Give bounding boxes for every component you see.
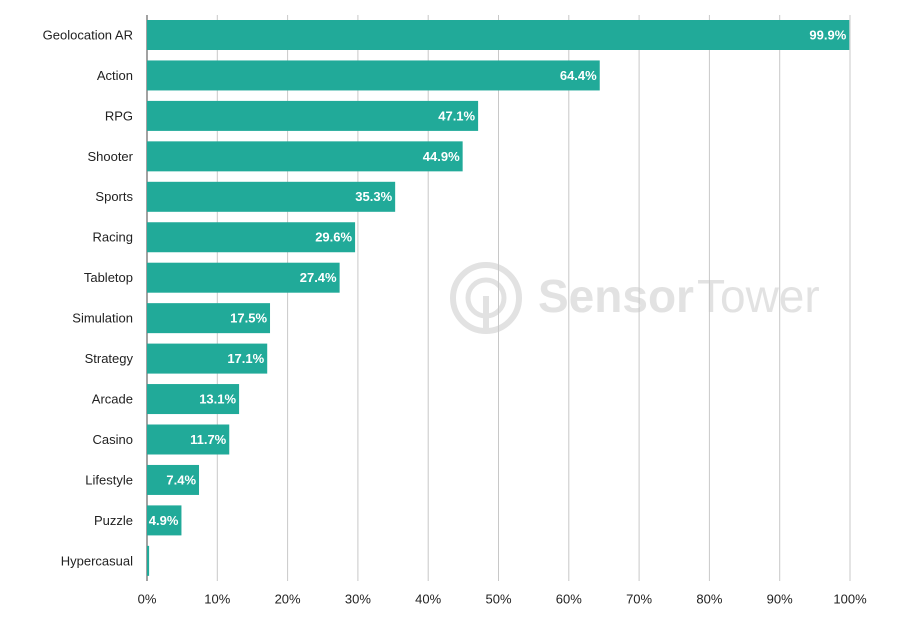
y-tick-label: Shooter: [87, 149, 133, 164]
x-tick-label: 60%: [556, 591, 582, 606]
bar: [147, 262, 340, 293]
data-label: 47.1%: [438, 108, 475, 123]
x-tick-label: 30%: [345, 591, 371, 606]
x-tick-label: 50%: [485, 591, 511, 606]
bar: [147, 464, 200, 495]
x-tick-label: 0%: [138, 591, 157, 606]
bar: [147, 141, 463, 172]
watermark-logo: [483, 296, 489, 330]
y-tick-label: Action: [97, 68, 133, 83]
watermark: Sensor Tower: [450, 262, 820, 334]
data-label: 11.7%: [190, 432, 227, 447]
y-tick-label: Casino: [93, 432, 133, 447]
bar: [147, 545, 150, 576]
y-tick-label: Arcade: [92, 391, 133, 406]
x-tick-label: 100%: [833, 591, 867, 606]
bar: [147, 20, 850, 50]
y-tick-label: Racing: [93, 230, 133, 245]
bar: [147, 424, 230, 455]
data-label: 29.6%: [315, 230, 352, 245]
x-tick-label: 20%: [275, 591, 301, 606]
data-label: 64.4%: [560, 68, 597, 83]
x-tick-label: 90%: [767, 591, 793, 606]
y-tick-label: Geolocation AR: [43, 27, 133, 42]
bar: [147, 222, 356, 253]
bar: [147, 343, 268, 374]
y-tick-label: Puzzle: [94, 513, 133, 528]
x-tick-label: 70%: [626, 591, 652, 606]
watermark-text: Tower: [697, 270, 820, 322]
bar: [147, 181, 396, 212]
y-tick-label: Strategy: [85, 351, 134, 366]
bar: [147, 60, 600, 91]
x-tick-label: 40%: [415, 591, 441, 606]
y-tick-label: RPG: [105, 108, 133, 123]
data-label: 7.4%: [166, 472, 196, 487]
x-tick-label: 10%: [204, 591, 230, 606]
x-tick-label: 80%: [696, 591, 722, 606]
y-tick-label: Tabletop: [84, 270, 133, 285]
bar: [147, 303, 271, 334]
data-label: 4.9%: [149, 513, 179, 528]
data-label: 27.4%: [300, 270, 337, 285]
data-label: 44.9%: [423, 149, 460, 164]
watermark-logo: [450, 262, 522, 334]
data-label: 17.5%: [230, 311, 267, 326]
bar: [147, 384, 240, 415]
y-tick-label: Simulation: [72, 311, 133, 326]
watermark-text: Sensor: [538, 270, 694, 322]
y-tick-label: Hypercasual: [61, 553, 133, 568]
y-tick-label: Lifestyle: [85, 472, 133, 487]
data-label: 35.3%: [355, 189, 392, 204]
y-tick-label: Sports: [95, 189, 133, 204]
bar: [147, 505, 182, 536]
bar: [147, 100, 479, 131]
data-label: 17.1%: [227, 351, 264, 366]
data-label: 13.1%: [199, 391, 236, 406]
data-label: 99.9%: [809, 27, 846, 42]
